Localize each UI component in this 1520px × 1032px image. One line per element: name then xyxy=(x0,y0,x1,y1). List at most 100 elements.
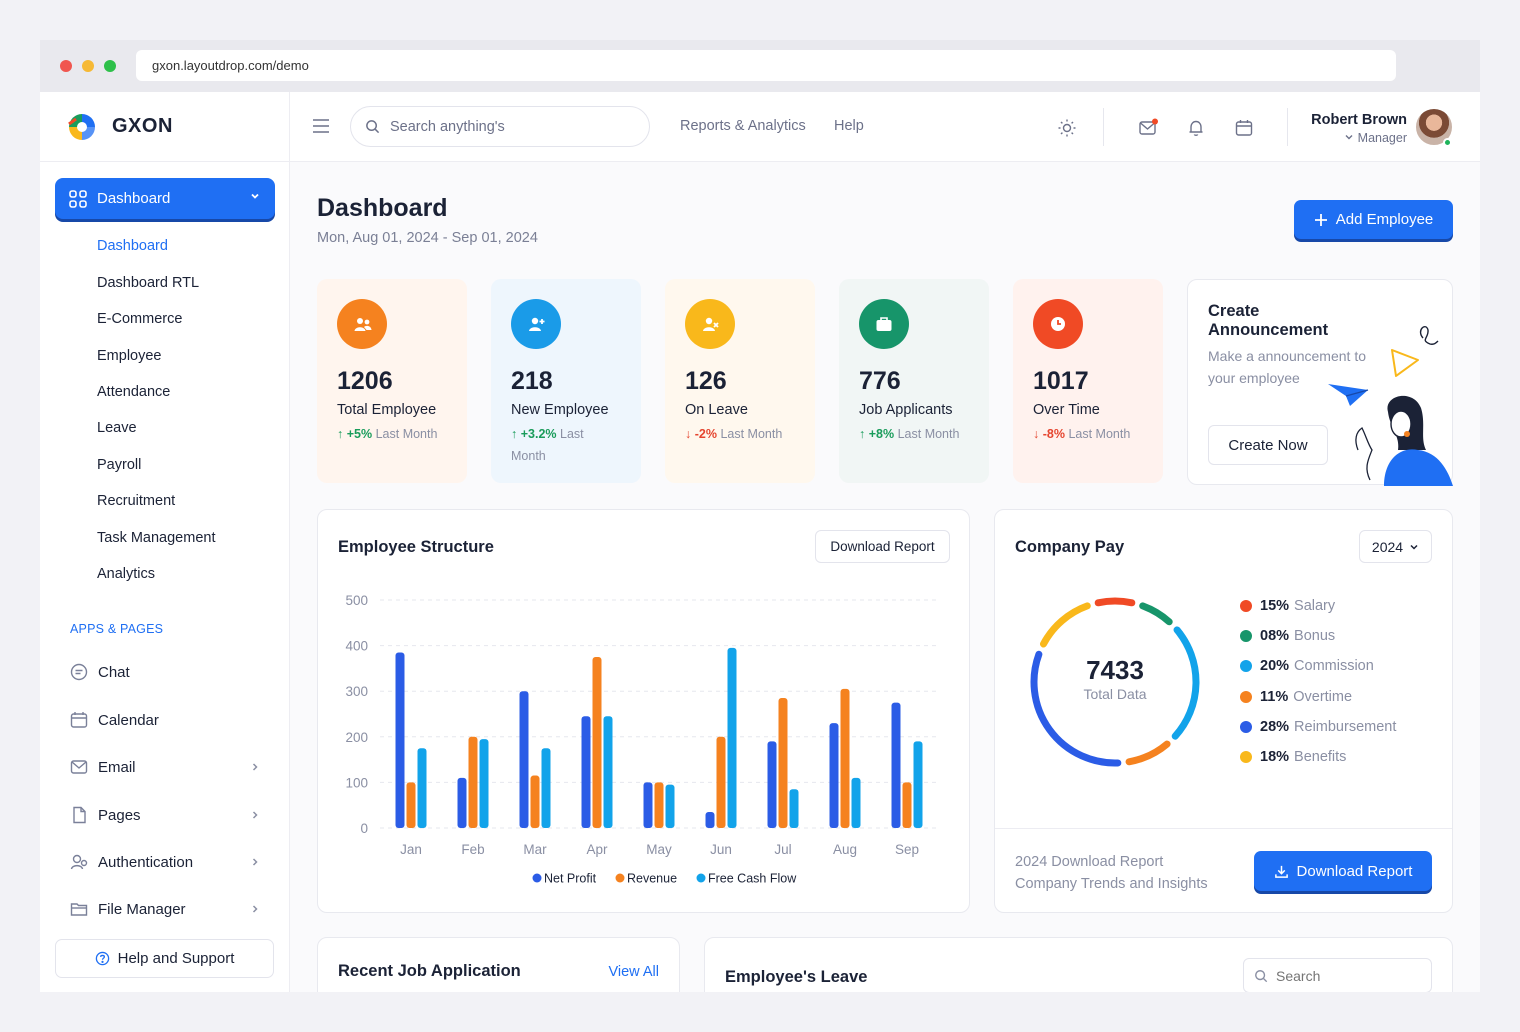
legend-label: Benefits xyxy=(1294,749,1347,765)
page-icon xyxy=(73,806,86,824)
legend-label: Commission xyxy=(1294,658,1374,675)
hamburger-menu-icon[interactable] xyxy=(312,118,330,134)
help-and-support-button[interactable]: Help and Support xyxy=(55,939,274,978)
company-pay-card: Company Pay 2024 7433 Total Data 15% Sala… xyxy=(994,509,1453,913)
legend-label: Net Profit xyxy=(544,872,597,886)
stat-change-pct: +8% xyxy=(868,427,895,441)
plus-icon xyxy=(1314,213,1327,226)
maximize-window-dot[interactable] xyxy=(104,60,116,72)
bar-free-cash-flow xyxy=(851,777,861,828)
date-range: Mon, Aug 01, 2024 - Sep 01, 2024 xyxy=(317,230,538,246)
footer-line-1: 2024 Download Report xyxy=(1015,854,1164,870)
link-reports-analytics[interactable]: Reports & Analytics xyxy=(680,118,806,134)
sub-item-attendance[interactable]: Attendance xyxy=(97,384,171,400)
sub-item-payroll[interactable]: Payroll xyxy=(97,457,142,473)
sun-icon[interactable] xyxy=(1057,118,1077,138)
chevron-down-icon xyxy=(251,193,259,199)
search-icon xyxy=(366,120,380,134)
bar-revenue xyxy=(716,736,726,828)
year-select-value: 2024 xyxy=(1371,538,1404,555)
bar-free-cash-flow xyxy=(541,748,551,828)
download-report-button[interactable]: Download Report xyxy=(815,530,950,563)
sub-item-task-management[interactable]: Task Management xyxy=(97,530,216,546)
close-window-dot[interactable] xyxy=(60,60,72,72)
add-employee-button[interactable]: Add Employee xyxy=(1294,200,1453,239)
stat-change-suffix: Last Month xyxy=(511,427,584,463)
bar-revenue xyxy=(654,782,664,828)
briefcase-icon xyxy=(876,317,892,331)
stat-change: ↓ -8% Last Month xyxy=(1033,423,1143,445)
year-select[interactable]: 2024 xyxy=(1359,530,1432,563)
sub-item-recruitment[interactable]: Recruitment xyxy=(97,493,176,509)
y-tick-label: 100 xyxy=(345,775,368,790)
stat-icon-circle xyxy=(685,299,735,349)
sidebar-item-email[interactable]: Email xyxy=(70,758,260,776)
company-pay-download-button[interactable]: Download Report xyxy=(1254,851,1432,891)
x-tick-label: Feb xyxy=(461,842,484,857)
x-tick-label: Apr xyxy=(586,842,608,857)
leave-search-box xyxy=(1243,958,1432,992)
bar-free-cash-flow xyxy=(665,784,675,828)
stat-label: Total Employee xyxy=(337,402,437,418)
legend-marker xyxy=(696,873,706,883)
sub-item-leave[interactable]: Leave xyxy=(97,420,137,436)
x-tick-label: May xyxy=(646,842,672,857)
sidebar-item-file-manager[interactable]: File Manager xyxy=(70,900,260,918)
donut-segment-commission xyxy=(1171,626,1200,740)
sidebar-item-calendar[interactable]: Calendar xyxy=(70,711,260,729)
logo[interactable]: GXON xyxy=(40,92,289,162)
announcement-illustration xyxy=(1328,326,1453,486)
link-help[interactable]: Help xyxy=(834,118,864,134)
bar-free-cash-flow xyxy=(727,647,737,828)
bar-free-cash-flow xyxy=(479,739,489,828)
sub-item-analytics[interactable]: Analytics xyxy=(97,566,156,582)
search-input[interactable] xyxy=(390,118,620,135)
leave-search-input[interactable] xyxy=(1276,967,1426,984)
sub-item-employee[interactable]: Employee xyxy=(97,348,162,364)
sub-item-ecommerce[interactable]: E-Commerce xyxy=(97,311,183,327)
donut-total-label: Total Data xyxy=(1083,686,1147,702)
stat-card: 776 Job Applicants ↑ +8% Last Month xyxy=(839,279,989,483)
company-pay-donut xyxy=(1030,597,1200,767)
sidebar-item-chat[interactable]: Chat xyxy=(70,663,260,681)
minimize-window-dot[interactable] xyxy=(82,60,94,72)
sidebar-item-pages[interactable]: Pages xyxy=(70,806,260,824)
sidebar-item-authentication[interactable]: Authentication xyxy=(70,853,260,871)
stat-change-value: ↓ -8% xyxy=(1033,427,1065,441)
address-bar[interactable]: gxon.layoutdrop.com/demo xyxy=(136,50,1396,81)
sub-item-dashboard[interactable]: Dashboard xyxy=(97,238,168,254)
bar-net-profit xyxy=(767,741,777,828)
bar-net-profit xyxy=(829,723,839,828)
employee-structure-title: Employee Structure xyxy=(338,538,494,556)
app: GXON Dashboard Dashboard Dashboard RTL E… xyxy=(40,92,1480,992)
users-icon xyxy=(354,318,372,331)
view-all-link[interactable]: View All xyxy=(608,964,659,980)
pay-legend-item: 18% Benefits xyxy=(1240,749,1346,765)
bell-icon[interactable] xyxy=(1186,118,1206,138)
user-role[interactable]: Manager xyxy=(1344,131,1407,145)
create-now-button[interactable]: Create Now xyxy=(1208,425,1328,465)
nav-dashboard[interactable]: Dashboard xyxy=(55,178,275,219)
help-icon xyxy=(95,951,109,966)
legend-marker xyxy=(532,873,542,883)
mail-notification-icon[interactable] xyxy=(1138,118,1158,138)
main-content: Dashboard Mon, Aug 01, 2024 - Sep 01, 20… xyxy=(290,162,1480,992)
stat-change-pct: -8% xyxy=(1042,427,1065,441)
calendar-icon[interactable] xyxy=(1234,118,1254,138)
pay-legend-item: 15% Salary xyxy=(1240,598,1335,614)
x-tick-label: Jul xyxy=(774,842,791,857)
company-pay-footer: 2024 Download Report Company Trends and … xyxy=(995,828,1452,892)
bar-revenue xyxy=(530,775,540,828)
sub-item-dashboard-rtl[interactable]: Dashboard RTL xyxy=(97,275,200,291)
user-name[interactable]: Robert Brown xyxy=(1311,112,1407,128)
pay-legend-item: 20% Commission xyxy=(1240,658,1374,674)
sidebar: GXON Dashboard Dashboard Dashboard RTL E… xyxy=(40,92,290,992)
legend-pct: 28% xyxy=(1260,718,1290,735)
x-tick-label: Jan xyxy=(400,842,422,857)
x-tick-label: Sep xyxy=(895,842,919,857)
bar-net-profit xyxy=(457,777,467,828)
topbar: Reports & Analytics Help Robert Brown Ma… xyxy=(290,92,1480,162)
chevron-right-icon xyxy=(252,811,258,819)
legend-dot xyxy=(1240,600,1252,612)
page-title: Dashboard xyxy=(317,194,448,222)
